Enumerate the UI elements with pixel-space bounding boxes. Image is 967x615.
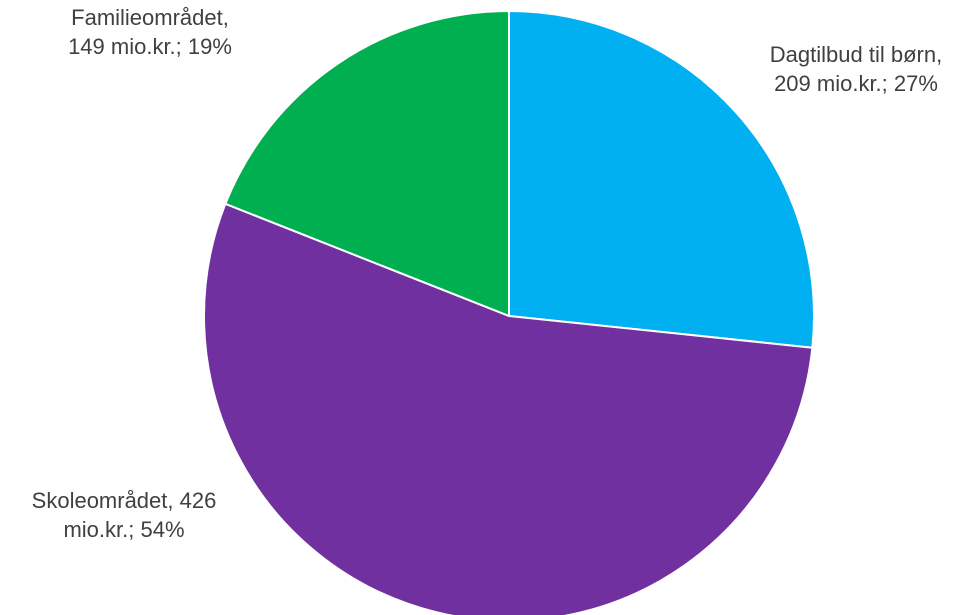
data-label-familieområdet: Familieområdet, 149 mio.kr.; 19%	[68, 5, 232, 59]
data-label-line: 149 mio.kr.; 19%	[68, 34, 232, 59]
data-label-dagtilbud-til-børn: Dagtilbud til børn, 209 mio.kr.; 27%	[770, 42, 942, 96]
data-label-line: 209 mio.kr.; 27%	[774, 71, 938, 96]
slices-layer	[203, 10, 815, 615]
data-label-line: Familieområdet,	[71, 5, 229, 30]
data-label-line: mio.kr.; 54%	[63, 517, 184, 542]
data-label-skoleområdet: Skoleområdet, 426 mio.kr.; 54%	[32, 488, 217, 542]
data-label-line: Dagtilbud til børn,	[770, 42, 942, 67]
labels-layer: Dagtilbud til børn, 209 mio.kr.; 27% Skole…	[32, 5, 943, 542]
pie-slice-dagtilbud-til-børn	[508, 10, 815, 349]
pie-slice-skoleområdet	[203, 202, 814, 615]
data-label-line: Skoleområdet, 426	[32, 488, 217, 513]
pie-slice-familieområdet	[224, 10, 510, 317]
